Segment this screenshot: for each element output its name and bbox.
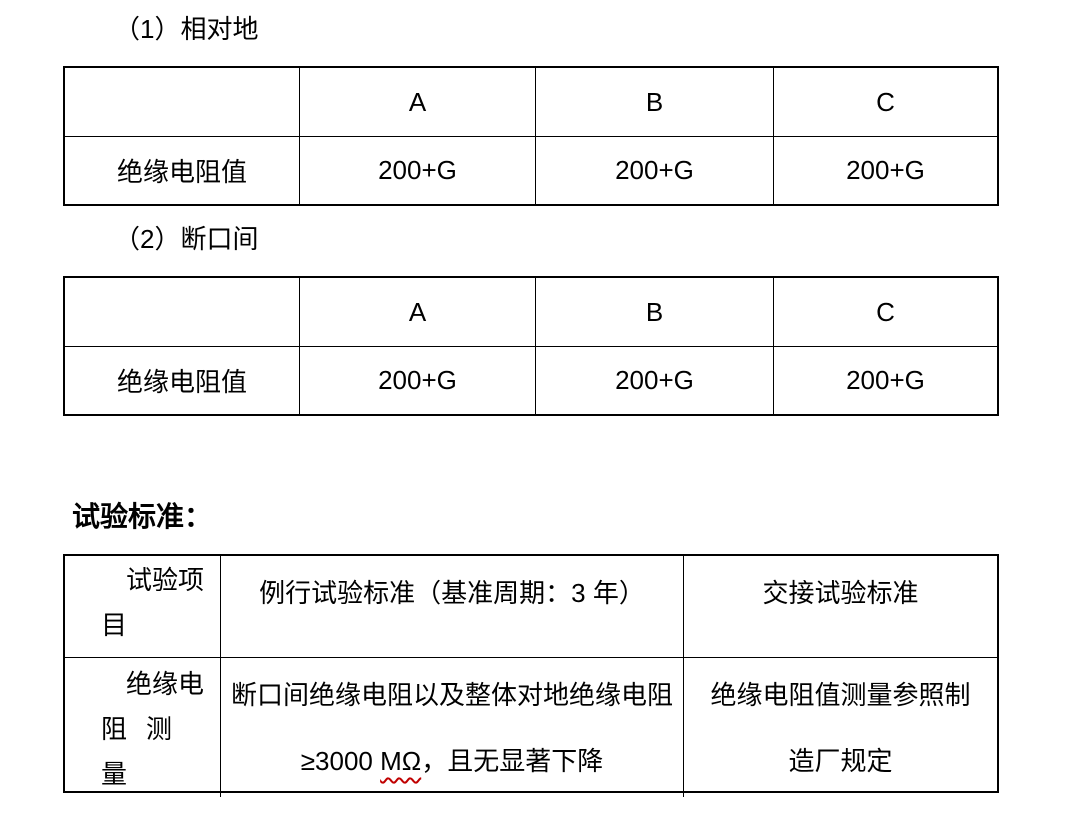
routine-value-line-2: ≥3000 MΩ，且无显著下降 [301, 728, 603, 794]
column-header-a: A [299, 278, 535, 346]
test-item-header-cell: 试验项 目 [65, 556, 220, 657]
column-header-c: C [773, 68, 997, 136]
column-header-a: A [299, 68, 535, 136]
column-header-b: B [535, 278, 773, 346]
column-header-c: C [773, 278, 997, 346]
handover-standard-header-cell: 交接试验标准 [683, 556, 997, 657]
handover-value-line-1: 绝缘电阻值测量参照制 [710, 680, 971, 710]
test-item-header-line-2: 目 [101, 610, 128, 640]
test-standards-table: 试验项 目 例行试验标准（基准周期：3 年） 交接试验标准 绝缘电 阻测量 断口… [63, 554, 999, 797]
value-cell-b: 200+G [535, 136, 773, 204]
value-cell-a: 200+G [299, 136, 535, 204]
break-gap-table: A B C 绝缘电阻值 200+G 200+G 200+G [63, 276, 999, 416]
threshold-text: ≥3000 [300, 746, 381, 776]
standards-heading: 试验标准： [72, 501, 213, 532]
threshold-note-text: ，且无显著下降 [421, 746, 604, 776]
row-label-cell: 绝缘电阻值 [65, 136, 299, 204]
value-cell-a: 200+G [299, 346, 535, 414]
spellcheck-flagged-text: MΩ [380, 746, 422, 776]
handover-value-line-2: 造厂规定 [788, 746, 893, 776]
table-corner-cell [65, 278, 299, 346]
handover-standard-value-cell: 绝缘电阻值测量参照制 造厂规定 [683, 657, 997, 797]
section-2-heading: （2）断口间 [114, 224, 259, 254]
value-cell-c: 200+G [773, 136, 997, 204]
routine-standard-header-cell: 例行试验标准（基准周期：3 年） [220, 556, 683, 657]
column-header-b: B [535, 68, 773, 136]
test-item-header-line-1: 试验项 [125, 565, 204, 595]
value-cell-c: 200+G [773, 346, 997, 414]
item-cell-line-1: 绝缘电 [125, 669, 204, 699]
value-cell-b: 200+G [535, 346, 773, 414]
insulation-resistance-item-cell: 绝缘电 阻测量 [65, 657, 220, 797]
table-corner-cell [65, 68, 299, 136]
section-1-heading: （1）相对地 [114, 14, 259, 44]
phase-to-ground-table: A B C 绝缘电阻值 200+G 200+G 200+G [63, 66, 999, 206]
routine-value-line-1: 断口间绝缘电阻以及整体对地绝缘电阻 [230, 680, 673, 710]
routine-standard-value-cell: 断口间绝缘电阻以及整体对地绝缘电阻 ≥3000 MΩ，且无显著下降 [220, 657, 683, 797]
row-label-cell: 绝缘电阻值 [65, 346, 299, 414]
item-cell-line-2: 阻测量 [101, 714, 192, 789]
